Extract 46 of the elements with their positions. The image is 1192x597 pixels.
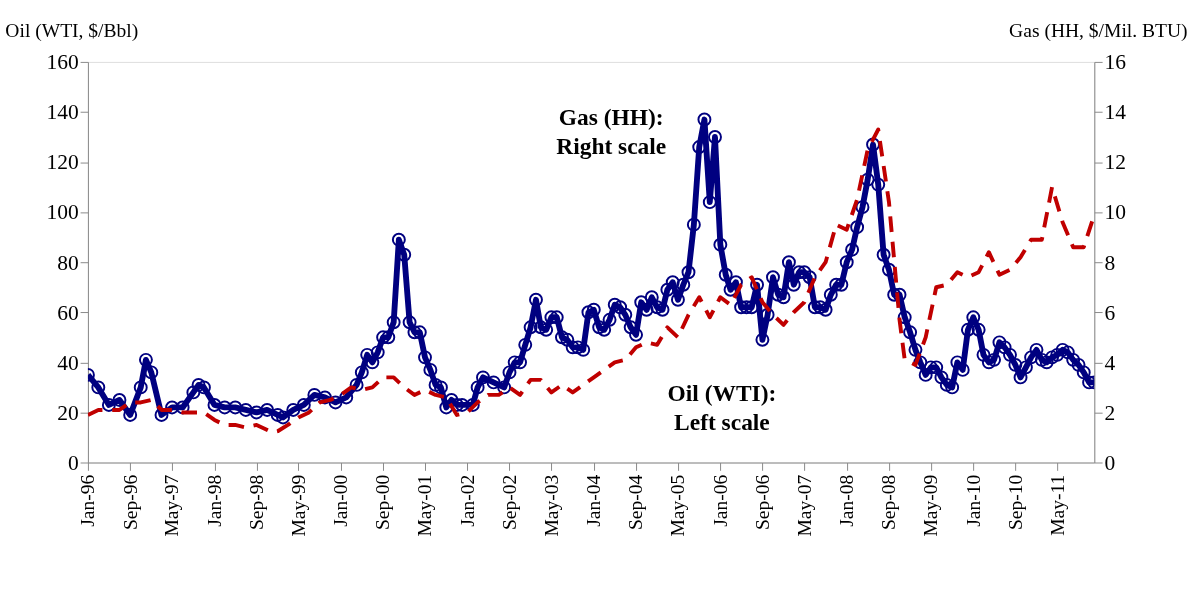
x-tick-label: Jan-04	[583, 474, 605, 527]
x-tick-label: Jan-00	[330, 474, 352, 527]
x-tick-label: Sep-10	[1004, 474, 1026, 531]
x-tick-label: May-03	[540, 474, 562, 537]
x-tick-label: Sep-08	[878, 474, 900, 531]
y-tick-label: 160	[46, 50, 79, 75]
y2-tick-label: 10	[1104, 200, 1127, 225]
x-tick-label: Sep-06	[751, 474, 773, 531]
y-tick-label: 80	[57, 250, 79, 275]
y-tick-label: 140	[46, 100, 79, 125]
y-tick-label: 100	[46, 200, 79, 225]
x-tick-label: Jan-08	[836, 474, 858, 527]
x-tick-label: Jan-06	[709, 474, 731, 527]
y-tick-label: 0	[67, 450, 79, 475]
x-tick-label: May-01	[414, 474, 436, 537]
x-tick-label: Jan-10	[962, 474, 984, 527]
y2-tick-label: 4	[1104, 350, 1116, 375]
x-tick-label: May-97	[161, 474, 183, 537]
y2-tick-label: 2	[1104, 400, 1116, 425]
x-tick-label: Jan-96	[77, 474, 99, 527]
x-tick-label: May-11	[1046, 474, 1068, 536]
y2-tick-label: 6	[1104, 300, 1116, 325]
y2-axis-title: Gas (HH, $/Mil. BTU)	[1009, 20, 1188, 43]
y-axis-title: Oil (WTI, $/Bbl)	[5, 20, 139, 43]
y2-tick-label: 0	[1104, 450, 1116, 475]
y2-tick-label: 16	[1104, 50, 1127, 75]
y2-tick-label: 12	[1104, 150, 1127, 175]
x-tick-label: Jan-98	[203, 474, 225, 527]
x-tick-label: Sep-98	[245, 474, 267, 531]
y-tick-label: 40	[57, 350, 79, 375]
x-tick-label: Sep-02	[498, 474, 520, 531]
y2-tick-label: 14	[1104, 100, 1127, 125]
x-tick-label: May-99	[287, 474, 309, 537]
annotation: Oil (WTI): Left scale	[667, 379, 777, 436]
x-tick-label: May-05	[667, 474, 689, 537]
x-tick-label: Sep-96	[119, 474, 141, 531]
annotation: Gas (HH): Right scale	[556, 103, 667, 159]
y-tick-label: 20	[57, 400, 79, 425]
x-tick-label: Sep-00	[372, 474, 394, 531]
x-tick-label: May-07	[793, 474, 815, 537]
x-tick-label: May-09	[920, 474, 942, 537]
y-tick-label: 60	[57, 300, 79, 325]
x-tick-label: Sep-04	[625, 474, 647, 531]
y2-tick-label: 8	[1104, 250, 1116, 275]
x-tick-label: Jan-02	[456, 474, 478, 527]
y-tick-label: 120	[46, 150, 79, 175]
